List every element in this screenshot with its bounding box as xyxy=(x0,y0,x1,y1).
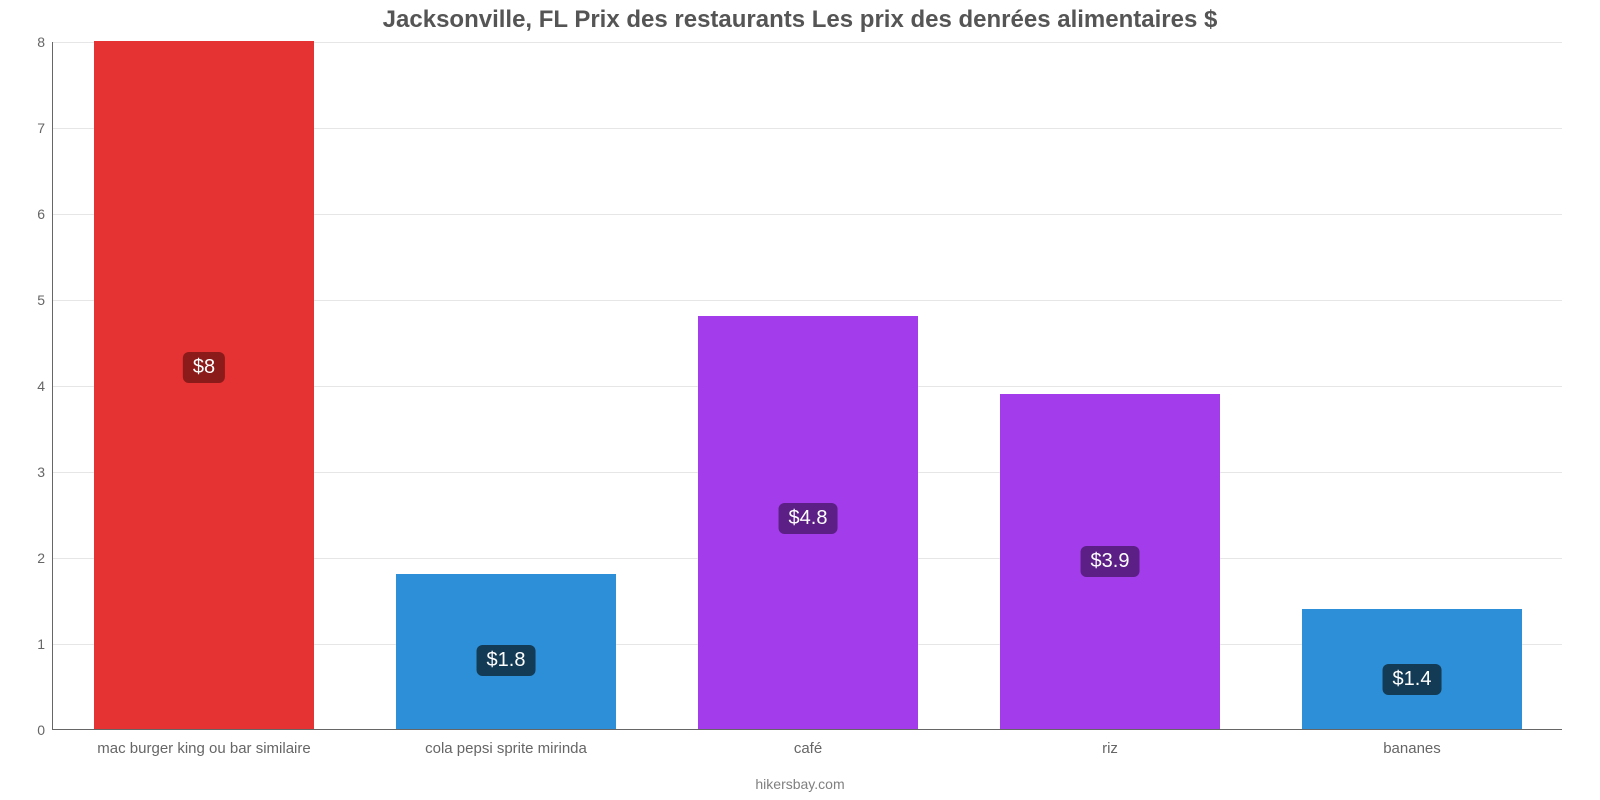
plot-area: 012345678mac burger king ou bar similair… xyxy=(52,42,1562,730)
y-tick-label: 7 xyxy=(37,120,53,136)
value-badge: $1.8 xyxy=(477,645,536,676)
value-badge: $4.8 xyxy=(779,503,838,534)
x-category-label: cola pepsi sprite mirinda xyxy=(425,740,587,757)
chart-title: Jacksonville, FL Prix des restaurants Le… xyxy=(0,6,1600,34)
price-bar-chart: Jacksonville, FL Prix des restaurants Le… xyxy=(0,0,1600,800)
y-tick-label: 0 xyxy=(37,722,53,738)
y-tick-label: 5 xyxy=(37,292,53,308)
y-tick-label: 6 xyxy=(37,206,53,222)
x-category-label: mac burger king ou bar similaire xyxy=(97,740,310,757)
bar xyxy=(94,41,314,729)
y-tick-label: 8 xyxy=(37,34,53,50)
x-category-label: bananes xyxy=(1383,740,1441,757)
y-tick-label: 2 xyxy=(37,550,53,566)
x-category-label: riz xyxy=(1102,740,1118,757)
y-tick-label: 1 xyxy=(37,636,53,652)
value-badge: $8 xyxy=(183,352,225,383)
y-tick-label: 4 xyxy=(37,378,53,394)
y-tick-label: 3 xyxy=(37,464,53,480)
chart-footer: hikersbay.com xyxy=(0,776,1600,792)
value-badge: $1.4 xyxy=(1383,664,1442,695)
value-badge: $3.9 xyxy=(1081,546,1140,577)
x-category-label: café xyxy=(794,740,822,757)
